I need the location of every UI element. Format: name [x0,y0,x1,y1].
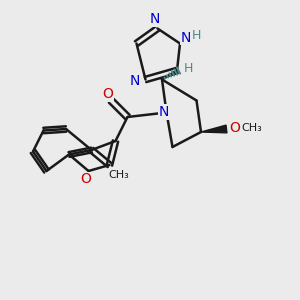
Text: CH₃: CH₃ [108,170,129,181]
Text: N: N [180,31,190,44]
Text: O: O [81,172,92,186]
Text: N: N [150,12,160,26]
Text: O: O [229,122,240,135]
Text: N: N [130,74,140,88]
Text: N: N [159,105,169,119]
Text: O: O [102,87,113,101]
Polygon shape [201,125,227,133]
Text: H: H [192,28,201,42]
Text: H: H [184,61,193,75]
Text: CH₃: CH₃ [242,123,262,134]
